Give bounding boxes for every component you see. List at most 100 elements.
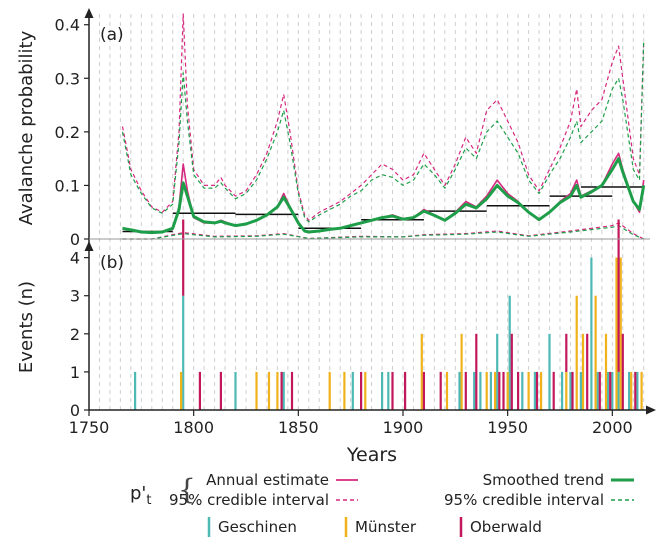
panel-a-label: (a) (100, 25, 124, 45)
event-bar-mnster-1992 (594, 295, 597, 410)
event-bar-oberwald-1901 (404, 371, 407, 410)
event-bar-mnster-1921 (445, 371, 449, 410)
event-bar-oberwald-1999 (609, 371, 612, 410)
event-bar-mnster-1966 (540, 371, 543, 410)
event-bar-oberwald-1918 (439, 371, 442, 410)
event-bar-geschinen-2012 (636, 371, 639, 410)
event-bar-mnster-2002 (615, 257, 618, 410)
legend-annual-ci-label: 95% credible interval (169, 491, 329, 509)
event-bar-oberwald-1946 (498, 371, 501, 410)
event-bar-geschinen-1980 (569, 371, 572, 410)
event-bar-mnster-1840 (276, 371, 279, 410)
event-bar-mnster-1940 (485, 371, 488, 410)
event-bar-geschinen-1957 (521, 371, 524, 410)
a-ytick-label-2: 0.2 (55, 123, 80, 142)
event-bar-oberwald-1981 (571, 371, 574, 410)
panel-b-label: (b) (100, 253, 124, 273)
event-bar-mnster-1986 (581, 333, 585, 410)
event-bar-oberwald-2011 (634, 371, 637, 410)
event-bar-geschinen-1951 (508, 295, 511, 410)
probability-series (121, 13, 646, 240)
event-bar-oberwald-1842 (280, 371, 283, 410)
b-ytick-label-2: 2 (70, 325, 80, 344)
event-bar-geschinen-1970 (548, 333, 551, 410)
legend-annual-label: Annual estimate (206, 471, 329, 489)
event-bar-geschinen-1976 (561, 371, 564, 410)
legend-muenster-label: Münster (355, 518, 417, 536)
panel-a: 0 0.1 0.2 0.3 0.4 (a) Avalanche probability (16, 13, 646, 249)
event-bar-oberwald-1910 (422, 371, 425, 410)
event-bar-geschinen-1890 (381, 371, 384, 410)
event-bar-geschinen-1993 (596, 371, 599, 410)
series-line-3 (121, 40, 645, 223)
b-ytick-label-4: 4 (70, 249, 80, 268)
event-bar-geschinen-1945 (496, 333, 499, 410)
event-bar-geschinen-1985 (579, 371, 582, 410)
event-bar-mnster-1997 (604, 333, 608, 410)
event-bar-geschinen-1843 (282, 371, 285, 410)
x-axis-arrow (646, 405, 656, 415)
event-bar-geschinen-1942 (489, 371, 492, 410)
event-bar-mnster-1830 (255, 371, 258, 410)
event-bar-geschinen-1893 (387, 371, 390, 410)
event-bar-oberwald-1988 (586, 333, 589, 410)
xtick-label-4: 1950 (487, 418, 528, 437)
legend: p't { Annual estimate 95% credible inter… (130, 471, 634, 537)
legend-brace: { (178, 473, 196, 506)
legend-p-symbol: p't (130, 483, 151, 508)
event-bar-oberwald-2005 (621, 333, 624, 410)
event-bar-geschinen-1937 (479, 371, 482, 410)
period-step-lines (122, 186, 644, 233)
event-bar-geschinen-1963 (533, 371, 536, 410)
event-bar-geschinen-2003 (617, 371, 620, 410)
event-bar-mnster-1928 (460, 333, 463, 410)
event-bar-geschinen-1927 (458, 371, 461, 410)
b-ytick-label-1: 1 (70, 363, 80, 382)
event-bars (134, 219, 643, 410)
event-bar-oberwald-1952 (510, 333, 513, 410)
event-bar-geschinen-1795 (182, 295, 185, 410)
event-bar-oberwald-1935 (475, 333, 478, 410)
panel-b-y-axis-label: Events (n) (16, 281, 37, 373)
event-bar-mnster-1978 (565, 371, 568, 410)
event-bar-oberwald-1964 (535, 371, 539, 410)
event-bar-mnster-1865 (328, 371, 331, 410)
event-bar-oberwald-1795 (182, 219, 185, 296)
panel-b: 0 1 2 3 4 1750 1800 1850 1900 1950 2000 (b) Event… (16, 219, 643, 466)
event-bar-mnster-1983 (575, 295, 578, 410)
y-axis-arrow-top (84, 8, 94, 18)
event-bar-geschinen-1772 (134, 371, 137, 410)
legend-smoothed-ci-label: 95% credible interval (444, 491, 604, 509)
event-bar-mnster-1794 (180, 371, 183, 410)
b-ytick-label-3: 3 (70, 287, 80, 306)
event-bar-oberwald-1972 (552, 371, 555, 410)
event-bar-mnster-1882 (364, 371, 367, 410)
event-bar-mnster-1872 (343, 371, 346, 410)
b-ytick-label-0: 0 (70, 401, 80, 420)
legend-smoothed-label: Smoothed trend (483, 471, 604, 489)
xtick-label-0: 1750 (69, 418, 110, 437)
panel-a-y-axis-label: Avalanche probability (16, 30, 37, 225)
event-bar-mnster-1836 (267, 371, 271, 410)
legend-oberwald-label: Oberwald (470, 518, 542, 536)
event-bar-geschinen-1820 (234, 371, 237, 410)
xtick-label-1: 1800 (173, 418, 214, 437)
event-bar-oberwald-1948 (502, 371, 505, 410)
event-bar-oberwald-1955 (517, 371, 520, 410)
event-bar-geschinen-2000 (611, 371, 614, 410)
a-ytick-label-4: 0.4 (55, 16, 80, 35)
xtick-label-5: 2000 (592, 418, 633, 437)
event-bar-mnster-2004 (619, 257, 622, 410)
event-bar-mnster-2009 (630, 371, 633, 410)
event-bar-geschinen-1998 (607, 371, 610, 410)
event-bar-oberwald-1994 (598, 371, 601, 410)
event-bar-oberwald-2003 (617, 219, 620, 372)
event-bar-oberwald-1880 (360, 371, 363, 410)
axes (84, 8, 656, 415)
event-bar-oberwald-1803 (198, 371, 201, 410)
event-bar-oberwald-1813 (219, 371, 222, 410)
event-bar-oberwald-1847 (290, 371, 294, 410)
a-ytick-label-1: 0.1 (55, 176, 80, 195)
y-axis-arrow-mid (84, 241, 94, 251)
